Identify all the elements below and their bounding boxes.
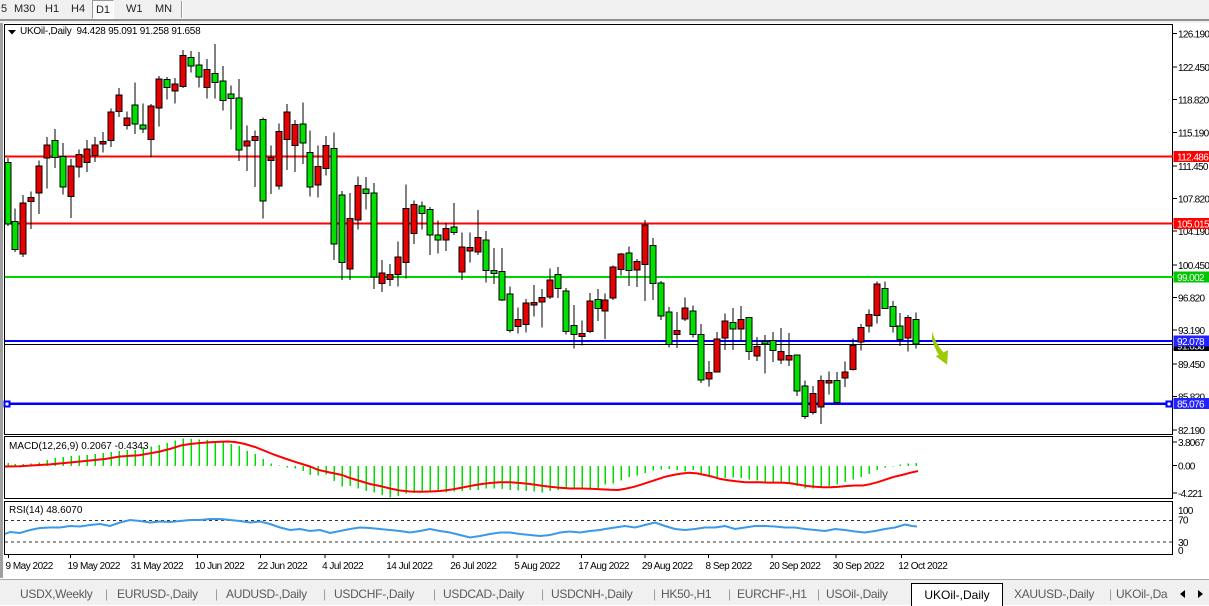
svg-text:96.820: 96.820 bbox=[1178, 294, 1206, 305]
svg-text:82.190: 82.190 bbox=[1178, 426, 1206, 437]
svg-text:3.8067: 3.8067 bbox=[1178, 438, 1206, 449]
svg-text:118.820: 118.820 bbox=[1178, 96, 1209, 107]
svg-text:UKOil-,Daily 94.428 95.091 91: UKOil-,Daily 94.428 95.091 91.258 91.658 bbox=[20, 26, 201, 37]
svg-text:122.450: 122.450 bbox=[1178, 63, 1209, 74]
svg-text:112.486: 112.486 bbox=[1177, 153, 1209, 164]
svg-text:20 Sep 2022: 20 Sep 2022 bbox=[769, 561, 821, 572]
svg-text:-4.221: -4.221 bbox=[1178, 489, 1203, 500]
svg-text:99.002: 99.002 bbox=[1177, 273, 1205, 284]
svg-text:5 Aug 2022: 5 Aug 2022 bbox=[514, 561, 561, 572]
svg-text:0.00: 0.00 bbox=[1178, 462, 1196, 473]
svg-text:8 Sep 2022: 8 Sep 2022 bbox=[706, 561, 753, 572]
svg-text:92.078: 92.078 bbox=[1177, 337, 1205, 348]
svg-text:14 Jul 2022: 14 Jul 2022 bbox=[386, 561, 433, 572]
svg-text:9 May 2022: 9 May 2022 bbox=[6, 561, 54, 572]
svg-text:10 Jun 2022: 10 Jun 2022 bbox=[195, 561, 245, 572]
svg-text:26 Jul 2022: 26 Jul 2022 bbox=[450, 561, 497, 572]
svg-text:30 Sep 2022: 30 Sep 2022 bbox=[833, 561, 885, 572]
svg-text:17 Aug 2022: 17 Aug 2022 bbox=[578, 561, 630, 572]
svg-text:115.190: 115.190 bbox=[1178, 128, 1209, 139]
svg-text:70: 70 bbox=[1178, 516, 1189, 527]
svg-text:100.450: 100.450 bbox=[1178, 261, 1209, 272]
svg-text:19 May 2022: 19 May 2022 bbox=[68, 561, 121, 572]
svg-text:126.190: 126.190 bbox=[1178, 29, 1209, 40]
svg-text:12 Oct 2022: 12 Oct 2022 bbox=[898, 561, 948, 572]
svg-text:31 May 2022: 31 May 2022 bbox=[131, 561, 184, 572]
svg-text:105.015: 105.015 bbox=[1177, 220, 1209, 231]
svg-text:89.450: 89.450 bbox=[1178, 360, 1206, 371]
svg-text:22 Jun 2022: 22 Jun 2022 bbox=[258, 561, 308, 572]
svg-text:29 Aug 2022: 29 Aug 2022 bbox=[642, 561, 694, 572]
svg-text:4 Jul 2022: 4 Jul 2022 bbox=[322, 561, 364, 572]
svg-text:RSI(14) 48.6070: RSI(14) 48.6070 bbox=[9, 505, 83, 516]
svg-text:111.450: 111.450 bbox=[1178, 162, 1209, 173]
svg-text:MACD(12,26,9) 0.2067 -0.4343: MACD(12,26,9) 0.2067 -0.4343 bbox=[9, 441, 149, 452]
svg-text:107.820: 107.820 bbox=[1178, 195, 1209, 206]
svg-text:85.076: 85.076 bbox=[1177, 400, 1205, 411]
